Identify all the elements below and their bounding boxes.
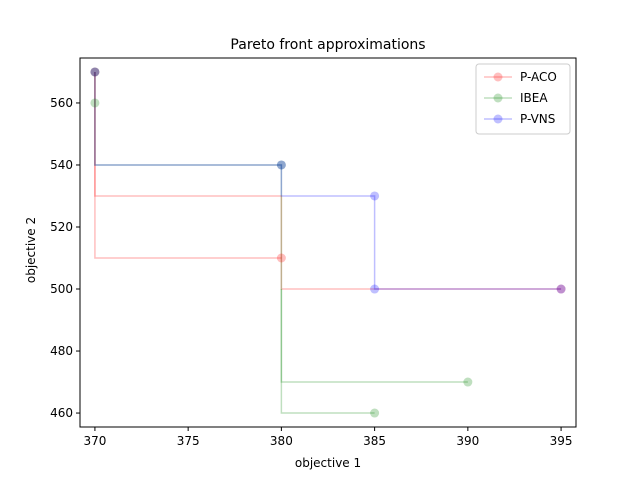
data-point-ibea-3-0: [463, 377, 473, 387]
legend: P-ACO IBEA P-VNS: [475, 63, 571, 135]
chart-title: Pareto front approximations: [230, 37, 425, 53]
data-point-ibea-2-2: [276, 160, 286, 170]
legend-label-p-vns: P-VNS: [520, 112, 555, 126]
data-point-p-vns-4-0: [90, 67, 100, 77]
series-line-ibea-3: [280, 289, 468, 383]
legend-marker-p-aco: [493, 72, 503, 82]
y-tick-label: 460: [50, 406, 73, 420]
y-axis-label: objective 2: [24, 217, 38, 283]
plot-area: [90, 67, 566, 418]
data-point-ibea-2-1: [90, 98, 100, 108]
legend-box: [475, 63, 571, 135]
data-point-p-vns-4-1: [276, 160, 286, 170]
legend-marker-ibea: [493, 93, 503, 103]
legend-label-p-aco: P-ACO: [520, 70, 557, 84]
x-tick-label: 370: [83, 434, 106, 448]
y-tick-label: 560: [50, 96, 73, 110]
data-point-ibea-2-3: [370, 408, 380, 418]
data-point-p-aco-0-1: [276, 253, 286, 263]
y-tick-label: 540: [50, 158, 73, 172]
data-point-ibea-2-0: [90, 67, 100, 77]
axes: 370 375 380 385 390 395 460 480 500 520 540 560: [50, 57, 577, 448]
x-tick-label: 385: [363, 434, 386, 448]
series-line-ibea-2: [94, 71, 375, 414]
legend-label-ibea: IBEA: [520, 91, 548, 105]
x-tick-label: 395: [550, 434, 573, 448]
data-point-p-aco-0-0: [90, 67, 100, 77]
series-line-p-aco-0: [94, 71, 562, 290]
data-point-p-vns-4-2: [370, 191, 380, 201]
legend-marker-p-vns: [493, 114, 503, 124]
x-axis-label: objective 1: [295, 456, 361, 470]
x-tick-label: 380: [270, 434, 293, 448]
axes-frame: [79, 57, 577, 428]
series-line-p-vns-4: [94, 71, 562, 290]
data-point-p-vns-4-4: [556, 284, 566, 294]
series-line-p-aco-1: [94, 71, 282, 259]
x-tick-label: 375: [177, 434, 200, 448]
y-tick-label: 500: [50, 282, 73, 296]
x-tick-label: 390: [456, 434, 479, 448]
data-point-p-aco-0-2: [556, 284, 566, 294]
y-tick-label: 520: [50, 220, 73, 234]
y-tick-label: 480: [50, 344, 73, 358]
data-point-p-vns-4-3: [370, 284, 380, 294]
